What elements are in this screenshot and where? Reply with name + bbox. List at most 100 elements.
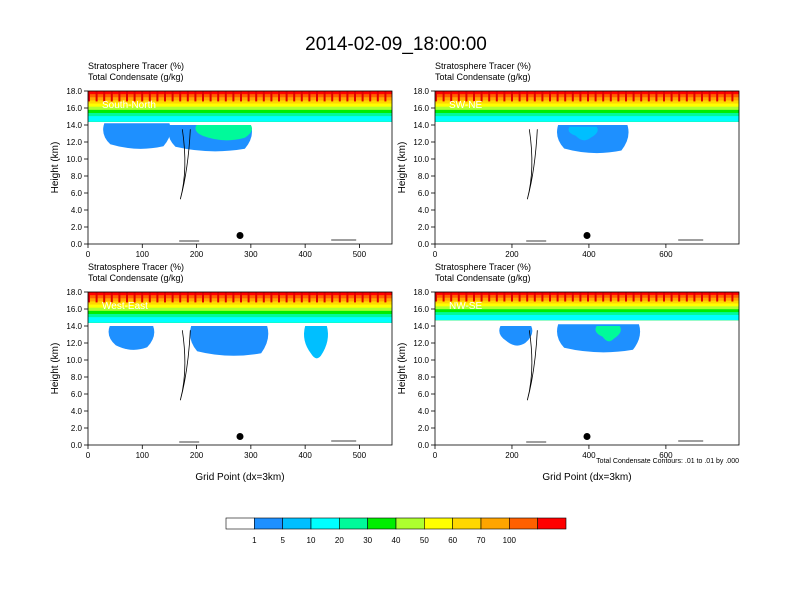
tracer-spike (331, 292, 334, 303)
tracer-spike (308, 91, 311, 102)
tracer-spike (255, 292, 258, 303)
tracer-spike (194, 91, 197, 102)
tracer-spike (541, 292, 544, 302)
tracer-spike (579, 91, 582, 102)
colorbar-swatch (225, 517, 255, 530)
tracer-spike (625, 91, 627, 102)
tracer-spike (526, 91, 529, 102)
y-tick-label: 12.0 (66, 138, 82, 147)
colorbar-level-label: 1 (252, 536, 257, 545)
tracer-spike (376, 292, 379, 303)
y-axis-label: Height (km) (397, 142, 408, 194)
tracer-spike (640, 292, 643, 302)
x-axis-label: Grid Point (dx=3km) (195, 472, 284, 483)
y-tick-label: 4.0 (418, 407, 430, 416)
condensate-blob (190, 326, 269, 356)
y-tick-label: 6.0 (418, 189, 430, 198)
colorbar-swatch (310, 517, 340, 530)
y-tick-label: 8.0 (71, 172, 83, 181)
y-tick-label: 14.0 (66, 121, 82, 130)
tracer-spike (133, 292, 136, 303)
colorbar-swatch (395, 517, 425, 530)
tracer-spike (693, 292, 696, 302)
tracer-spike (232, 91, 235, 102)
tracer-spike (716, 91, 719, 102)
y-tick-label: 18.0 (66, 288, 82, 297)
y-tick-label: 16.0 (66, 104, 82, 113)
tracer-spike (533, 292, 536, 302)
condensate-contour (179, 129, 191, 200)
tracer-spike (361, 292, 364, 303)
tracer-spike (278, 91, 280, 102)
y-tick-label: 2.0 (418, 424, 430, 433)
tracer-spike (346, 91, 349, 102)
condensate-contour (526, 330, 538, 401)
tracer-spike (262, 91, 265, 102)
x-tick-label: 400 (582, 451, 596, 460)
tracer-spike (156, 91, 159, 102)
tracer-spike (384, 292, 387, 303)
colorbar-swatch (254, 517, 283, 530)
condensate-blob (595, 326, 621, 342)
tracer-field (435, 292, 739, 401)
panel-4: Stratosphere Tracer (%)Total Condensate … (397, 262, 740, 483)
y-tick-label: 10.0 (66, 155, 82, 164)
tracer-spike (594, 292, 597, 302)
tracer-spike (354, 91, 356, 102)
panel-subtitle-condensate: Total Condensate (g/kg) (88, 72, 184, 82)
tracer-field (88, 91, 392, 200)
tracer-spike (217, 91, 220, 102)
x-tick-label: 200 (505, 250, 519, 259)
tracer-spike (323, 292, 326, 303)
tracer-spike (655, 91, 658, 102)
tracer-spike (670, 292, 673, 302)
tracer-spike (164, 91, 166, 102)
tracer-spike (488, 292, 491, 302)
tracer-spike (511, 292, 513, 302)
x-tick-label: 500 (353, 451, 367, 460)
tracer-spike (503, 91, 506, 102)
x-tick-label: 0 (433, 451, 438, 460)
tracer-spike (670, 91, 673, 102)
panel-1: Stratosphere Tracer (%)Total Condensate … (50, 61, 393, 259)
tracer-spike (731, 91, 734, 102)
tracer-band (435, 116, 739, 122)
y-tick-label: 0.0 (418, 441, 430, 450)
colorbar-level-label: 70 (477, 536, 486, 545)
x-tick-label: 0 (86, 451, 91, 460)
tracer-spike (293, 292, 296, 303)
tracer-spike (103, 91, 106, 102)
tracer-spike (110, 91, 113, 102)
y-tick-label: 4.0 (71, 206, 83, 215)
plot-frame (434, 90, 740, 245)
tracer-spike (171, 292, 174, 303)
tracer-spike (518, 91, 521, 102)
tracer-spike (435, 91, 437, 102)
y-tick-label: 6.0 (418, 390, 430, 399)
tracer-spike (579, 292, 582, 302)
tracer-spike (617, 292, 620, 302)
condensate-blob (195, 125, 252, 141)
colorbar-swatch (424, 517, 453, 530)
tracer-spike (95, 91, 98, 102)
y-axis-label: Height (km) (50, 142, 61, 194)
tracer-spike (625, 292, 627, 302)
x-tick-label: 300 (244, 250, 258, 259)
condensate-blob (108, 326, 155, 350)
tracer-spike (556, 91, 559, 102)
y-tick-label: 12.0 (413, 138, 429, 147)
tracer-spike (247, 292, 250, 303)
tracer-spike (217, 292, 220, 303)
panel-label: NW-SE (449, 301, 482, 312)
x-tick-label: 100 (136, 451, 150, 460)
tracer-spike (473, 91, 475, 102)
tracer-band (435, 314, 739, 321)
panel-subtitle-tracer: Stratosphere Tracer (%) (88, 262, 184, 272)
tracer-spike (88, 91, 90, 102)
tracer-spike (564, 91, 567, 102)
y-axis-label: Height (km) (50, 343, 61, 395)
y-tick-label: 14.0 (413, 121, 429, 130)
colorbar-swatch (367, 517, 397, 530)
tracer-spike (209, 292, 212, 303)
plot-frame (434, 291, 740, 446)
